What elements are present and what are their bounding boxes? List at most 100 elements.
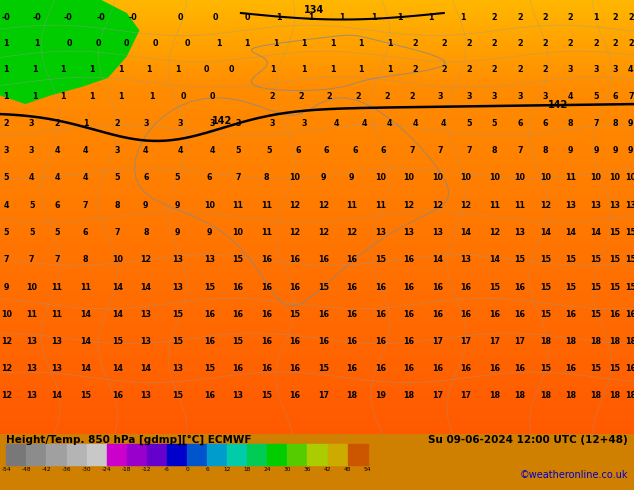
Text: -30: -30 <box>82 467 91 472</box>
Text: 7: 7 <box>29 255 34 264</box>
Text: 2: 2 <box>517 39 522 48</box>
Text: 18: 18 <box>403 391 415 400</box>
Text: 18: 18 <box>609 337 621 346</box>
Text: 15: 15 <box>375 255 386 264</box>
Text: 1: 1 <box>330 65 335 74</box>
Text: 11: 11 <box>489 200 500 210</box>
Text: 0: 0 <box>245 13 250 22</box>
Text: 15: 15 <box>540 364 551 373</box>
Text: 13: 13 <box>51 337 63 346</box>
Text: -0: -0 <box>2 13 11 22</box>
Text: 4: 4 <box>143 147 148 155</box>
Text: -6: -6 <box>164 467 170 472</box>
Text: 14: 14 <box>432 255 443 264</box>
Text: 16: 16 <box>232 283 243 292</box>
Text: 15: 15 <box>590 364 602 373</box>
Text: 2: 2 <box>628 13 633 22</box>
Text: 1: 1 <box>270 65 275 74</box>
Text: 5: 5 <box>55 228 60 237</box>
Text: 12: 12 <box>1 364 12 373</box>
Text: 1: 1 <box>372 13 377 22</box>
Text: 8: 8 <box>568 119 573 128</box>
Text: 16: 16 <box>460 364 472 373</box>
Text: 2: 2 <box>410 92 415 101</box>
Text: 2: 2 <box>384 92 389 101</box>
Text: 10: 10 <box>289 173 301 182</box>
Text: -12: -12 <box>142 467 152 472</box>
Text: 16: 16 <box>346 283 358 292</box>
Text: 1: 1 <box>32 92 37 101</box>
Text: 10: 10 <box>609 173 621 182</box>
Text: 10: 10 <box>489 173 500 182</box>
Text: 1: 1 <box>340 13 345 22</box>
Text: 14: 14 <box>112 310 123 319</box>
Text: 15: 15 <box>204 283 215 292</box>
Text: 17: 17 <box>432 337 443 346</box>
Text: 16: 16 <box>514 364 526 373</box>
Text: 18: 18 <box>625 337 634 346</box>
Text: 3: 3 <box>235 119 240 128</box>
Text: 9: 9 <box>175 200 180 210</box>
Text: 16: 16 <box>289 391 301 400</box>
Text: 8: 8 <box>83 255 88 264</box>
Text: 2: 2 <box>356 92 361 101</box>
Text: 1: 1 <box>89 92 94 101</box>
Text: -18: -18 <box>122 467 131 472</box>
Text: 14: 14 <box>80 337 91 346</box>
Text: 13: 13 <box>590 200 602 210</box>
Text: -48: -48 <box>22 467 31 472</box>
Text: 9: 9 <box>612 147 618 155</box>
Text: 15: 15 <box>609 283 621 292</box>
Text: 11: 11 <box>565 173 576 182</box>
Text: 1: 1 <box>397 13 402 22</box>
Text: 3: 3 <box>29 119 34 128</box>
Text: 0: 0 <box>204 65 209 74</box>
Text: 13: 13 <box>140 310 152 319</box>
Text: Height/Temp. 850 hPa [gdmp][°C] ECMWF: Height/Temp. 850 hPa [gdmp][°C] ECMWF <box>6 435 252 445</box>
Text: 15: 15 <box>80 391 91 400</box>
Text: -36: -36 <box>62 467 71 472</box>
Text: 3: 3 <box>210 119 215 128</box>
Text: 12: 12 <box>1 391 12 400</box>
Text: 15: 15 <box>625 228 634 237</box>
Text: 19: 19 <box>375 391 386 400</box>
Text: 16: 16 <box>489 364 500 373</box>
Text: 14: 14 <box>80 310 91 319</box>
Text: 16: 16 <box>403 364 415 373</box>
Text: 1: 1 <box>34 39 39 48</box>
Text: 1: 1 <box>308 13 313 22</box>
Text: 15: 15 <box>261 391 272 400</box>
Text: 6: 6 <box>612 92 618 101</box>
Text: 11: 11 <box>375 200 386 210</box>
Text: 15: 15 <box>514 255 526 264</box>
Text: 5: 5 <box>4 228 9 237</box>
Text: 15: 15 <box>232 255 243 264</box>
Text: 3: 3 <box>492 92 497 101</box>
Text: 3: 3 <box>29 147 34 155</box>
Text: 3: 3 <box>612 65 618 74</box>
Text: 15: 15 <box>590 255 602 264</box>
Text: 17: 17 <box>489 337 500 346</box>
Text: 16: 16 <box>204 337 215 346</box>
Text: 7: 7 <box>115 228 120 237</box>
Text: 1: 1 <box>89 65 94 74</box>
Text: 36: 36 <box>304 467 311 472</box>
Text: 16: 16 <box>625 310 634 319</box>
Text: 4: 4 <box>4 200 9 210</box>
Text: 5: 5 <box>467 119 472 128</box>
Text: 2: 2 <box>413 65 418 74</box>
Text: 8: 8 <box>143 228 148 237</box>
Text: 4: 4 <box>29 173 34 182</box>
Text: 9: 9 <box>175 228 180 237</box>
Text: 16: 16 <box>346 337 358 346</box>
Text: 13: 13 <box>625 200 634 210</box>
Text: 16: 16 <box>489 310 500 319</box>
Text: 12: 12 <box>318 200 329 210</box>
Text: 8: 8 <box>543 147 548 155</box>
Text: 16: 16 <box>204 391 215 400</box>
Text: 16: 16 <box>514 310 526 319</box>
Text: 6: 6 <box>353 147 358 155</box>
Text: 16: 16 <box>403 255 415 264</box>
Text: 17: 17 <box>432 391 443 400</box>
Text: 15: 15 <box>318 364 329 373</box>
